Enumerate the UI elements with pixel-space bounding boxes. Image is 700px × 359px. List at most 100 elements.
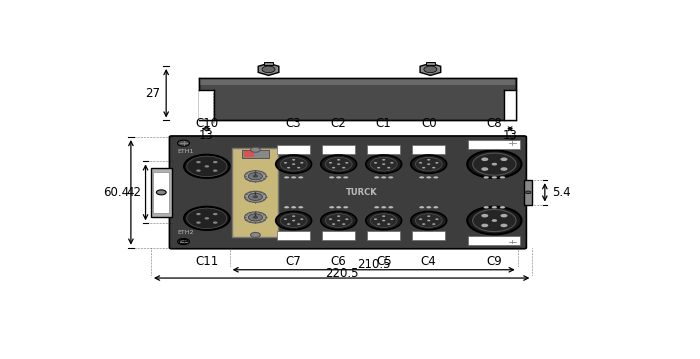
Bar — [199, 78, 516, 121]
Circle shape — [213, 213, 218, 215]
Circle shape — [382, 215, 385, 217]
Circle shape — [196, 213, 201, 215]
Circle shape — [382, 220, 385, 222]
Circle shape — [432, 167, 435, 168]
Bar — [277, 231, 310, 240]
Circle shape — [300, 162, 303, 164]
Circle shape — [345, 162, 349, 164]
Circle shape — [482, 224, 489, 227]
Bar — [368, 231, 400, 240]
Circle shape — [276, 211, 312, 230]
Circle shape — [370, 157, 397, 171]
Circle shape — [345, 218, 349, 220]
Circle shape — [500, 224, 508, 227]
Circle shape — [473, 153, 516, 175]
Bar — [277, 145, 310, 154]
Circle shape — [343, 206, 349, 209]
FancyBboxPatch shape — [169, 136, 526, 249]
Circle shape — [287, 223, 290, 225]
Circle shape — [298, 206, 303, 209]
Circle shape — [178, 140, 190, 146]
Circle shape — [411, 211, 447, 230]
Circle shape — [337, 215, 340, 217]
Circle shape — [419, 218, 422, 220]
Circle shape — [329, 206, 335, 209]
Circle shape — [427, 215, 430, 217]
Circle shape — [482, 214, 489, 218]
Bar — [151, 168, 172, 217]
Bar — [323, 145, 355, 154]
Text: TURCK: TURCK — [346, 188, 378, 197]
Circle shape — [473, 210, 516, 232]
Circle shape — [370, 214, 397, 227]
Circle shape — [415, 157, 442, 171]
Circle shape — [337, 220, 340, 222]
Circle shape — [426, 176, 431, 179]
Text: C0: C0 — [421, 117, 437, 130]
Circle shape — [213, 161, 218, 163]
Circle shape — [196, 161, 201, 163]
Circle shape — [329, 176, 335, 179]
Circle shape — [415, 214, 442, 227]
Circle shape — [419, 176, 424, 179]
Circle shape — [381, 176, 386, 179]
Text: C3: C3 — [286, 117, 302, 130]
Circle shape — [284, 218, 287, 220]
Circle shape — [482, 167, 489, 171]
Circle shape — [321, 211, 356, 230]
Bar — [524, 180, 533, 205]
Bar — [199, 90, 214, 121]
Circle shape — [292, 215, 295, 217]
Circle shape — [321, 155, 356, 173]
Circle shape — [388, 176, 393, 179]
Circle shape — [374, 176, 379, 179]
Circle shape — [329, 162, 332, 164]
Circle shape — [326, 214, 352, 227]
Circle shape — [253, 175, 258, 178]
Circle shape — [284, 162, 287, 164]
Circle shape — [491, 163, 497, 165]
Circle shape — [374, 218, 377, 220]
Circle shape — [280, 214, 307, 227]
Circle shape — [248, 173, 262, 180]
Bar — [412, 145, 445, 154]
Text: 60.4: 60.4 — [103, 186, 129, 199]
Circle shape — [287, 167, 290, 168]
Text: 27: 27 — [145, 87, 160, 100]
Circle shape — [526, 191, 531, 194]
Text: 210.5: 210.5 — [357, 258, 391, 271]
Circle shape — [156, 190, 166, 195]
Text: 42: 42 — [126, 186, 141, 199]
Circle shape — [204, 217, 209, 219]
Polygon shape — [420, 63, 441, 75]
Bar — [232, 148, 279, 237]
Circle shape — [366, 155, 402, 173]
Circle shape — [387, 167, 391, 168]
Circle shape — [422, 167, 426, 168]
Circle shape — [424, 66, 437, 73]
Circle shape — [491, 219, 497, 222]
Circle shape — [342, 167, 345, 168]
Circle shape — [500, 214, 508, 218]
Circle shape — [280, 157, 307, 171]
Circle shape — [253, 216, 258, 219]
Circle shape — [506, 140, 518, 146]
Circle shape — [506, 238, 518, 244]
Circle shape — [248, 214, 262, 221]
Circle shape — [244, 191, 266, 202]
Circle shape — [337, 163, 340, 165]
Circle shape — [426, 206, 431, 209]
Circle shape — [427, 159, 430, 160]
Text: C9: C9 — [486, 255, 503, 269]
Circle shape — [433, 206, 438, 209]
Circle shape — [411, 155, 447, 173]
Text: C2: C2 — [331, 117, 346, 130]
Circle shape — [377, 223, 380, 225]
Bar — [199, 78, 515, 85]
Circle shape — [433, 176, 438, 179]
Circle shape — [213, 169, 218, 172]
Circle shape — [337, 159, 340, 160]
Circle shape — [244, 212, 266, 223]
Circle shape — [343, 176, 349, 179]
Circle shape — [432, 223, 435, 225]
